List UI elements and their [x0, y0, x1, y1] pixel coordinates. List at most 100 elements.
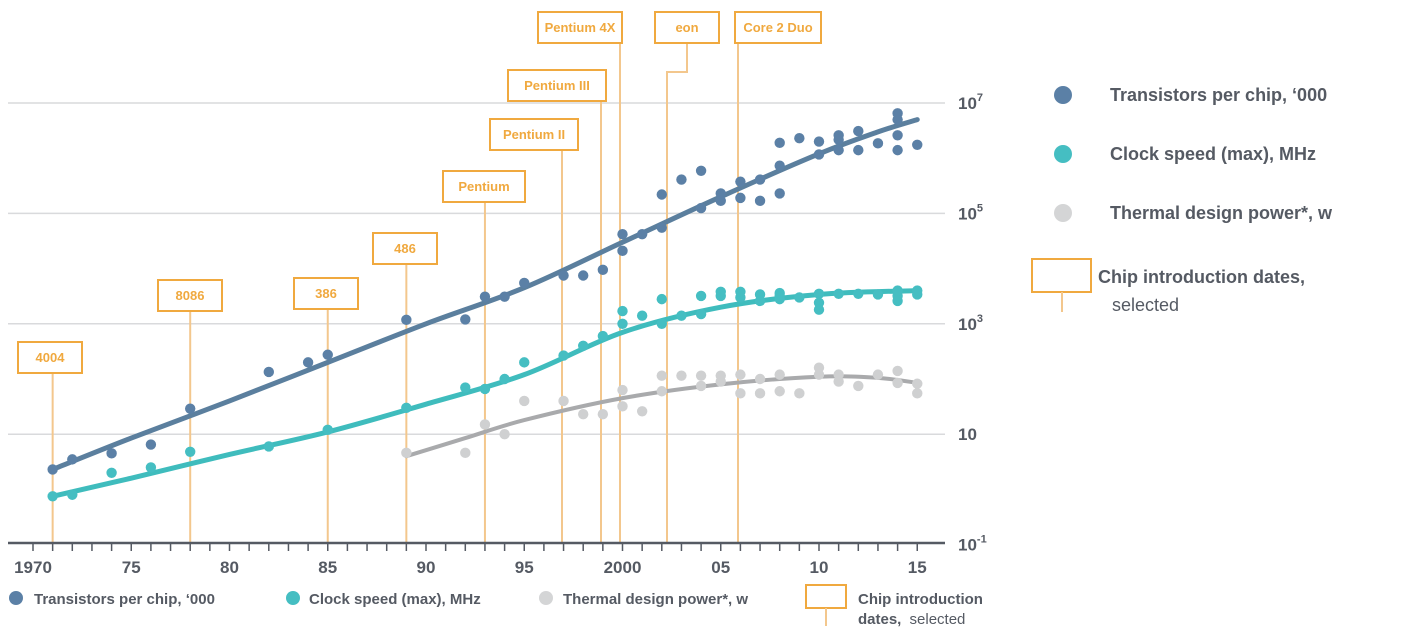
clock-point — [853, 288, 864, 299]
transistor-point — [460, 314, 471, 325]
clock-point — [656, 318, 667, 329]
transistor-point — [892, 130, 903, 141]
x-tick-label: 05 — [711, 558, 730, 577]
power-point — [676, 370, 687, 381]
chip-marker-box — [17, 341, 83, 374]
power-point — [460, 447, 471, 459]
power-point — [912, 388, 923, 399]
chip-marker-box — [734, 11, 822, 44]
transistor-point — [735, 192, 746, 204]
power-point — [695, 380, 707, 392]
transistor-point — [833, 144, 844, 156]
transistor-point — [872, 138, 884, 149]
power-point — [912, 378, 923, 389]
legend-bottom-transistors-label: Transistors per chip, ‘000 — [34, 591, 215, 608]
legend-bottom-chip-selected: selected — [910, 611, 966, 628]
clock-point — [892, 285, 903, 296]
clock-point — [774, 287, 785, 299]
clock-point — [145, 462, 157, 473]
legend-bottom-chip-dates: dates, — [858, 611, 901, 628]
power-point — [813, 362, 825, 373]
chip-marker-label: 8086 — [176, 288, 205, 303]
x-tick-label: 15 — [908, 558, 927, 577]
chip-marker-label: Pentium — [458, 179, 509, 194]
clock-point — [695, 308, 707, 320]
clock-point — [715, 286, 726, 297]
y-tick-exponent: 5 — [977, 202, 983, 214]
transistor-point — [263, 366, 274, 378]
transistor-point — [401, 314, 412, 326]
x-tick-label: 1970 — [14, 558, 52, 577]
chip-marker-label: 4004 — [36, 350, 66, 365]
clock-point — [401, 402, 412, 414]
legend-chip-swatch — [1031, 258, 1092, 293]
x-tick-label: 75 — [122, 558, 141, 577]
power-point — [735, 388, 746, 399]
legend-bottom-power-swatch — [539, 591, 553, 605]
clock-point — [106, 467, 117, 478]
clock-point — [597, 330, 609, 342]
data-points — [47, 108, 923, 502]
transistor-point — [578, 270, 589, 281]
chip-marker-label: Pentium 4X — [545, 20, 616, 35]
chip-marker-label: Core 2 Duo — [743, 20, 812, 35]
transistor-point — [892, 108, 903, 119]
power-point — [774, 369, 785, 380]
transistor-point — [715, 188, 726, 199]
power-point — [617, 384, 628, 396]
legend-bottom-transistors-swatch — [9, 591, 23, 605]
transistor-point — [695, 202, 707, 214]
power-point — [872, 369, 884, 380]
clock-point — [735, 286, 746, 297]
y-tick-base: 10 — [958, 204, 977, 223]
y-tick-base: 10 — [958, 425, 977, 444]
y-tick-label: 10-1 — [958, 534, 987, 555]
clock-point — [67, 489, 78, 500]
power-point — [695, 370, 707, 381]
power-point — [656, 370, 667, 381]
transistor-point — [656, 222, 667, 233]
clock-point — [676, 310, 687, 321]
power-point — [578, 409, 589, 420]
x-tick-label: 85 — [318, 558, 337, 577]
power-point — [597, 409, 609, 420]
chip-marker-line — [666, 43, 688, 543]
power-point — [892, 365, 903, 377]
transistor-point — [302, 357, 314, 368]
power-point — [617, 401, 628, 412]
transistor-point — [617, 245, 628, 257]
x-tick-label: 90 — [417, 558, 436, 577]
power-point — [794, 388, 805, 399]
power-point — [833, 369, 844, 380]
transistor-point — [754, 174, 766, 185]
transistor-point — [774, 137, 785, 149]
legend-power-label: Thermal design power*, w — [1110, 203, 1333, 223]
clock-point — [754, 289, 766, 300]
clock-point — [636, 310, 648, 321]
clock-point — [794, 292, 805, 303]
transistor-point — [774, 188, 785, 199]
clock-point — [578, 340, 589, 351]
power-point — [656, 386, 667, 397]
chip-marker-box — [489, 118, 579, 151]
chip-marker-box — [157, 279, 223, 312]
power-point — [519, 395, 530, 407]
power-point — [479, 419, 491, 430]
clock-point — [460, 382, 471, 393]
x-tick-label: 95 — [515, 558, 534, 577]
y-tick-label: 10 — [958, 425, 977, 444]
y-tick-label: 105 — [958, 202, 983, 223]
chip-marker-box — [293, 277, 359, 310]
transistor-point — [597, 264, 609, 276]
transistor-point — [853, 125, 864, 137]
chip-marker-label: 486 — [394, 241, 416, 256]
transistor-point — [754, 195, 766, 207]
clock-point — [263, 441, 274, 452]
clock-point — [322, 424, 333, 436]
clock-point — [695, 290, 707, 302]
legend-bottom-chip-label: Chip introduction — [858, 591, 983, 608]
transistor-point — [636, 228, 648, 240]
legend-bottom-chip-label-2: dates, selected — [858, 611, 965, 628]
clock-point — [617, 305, 628, 317]
